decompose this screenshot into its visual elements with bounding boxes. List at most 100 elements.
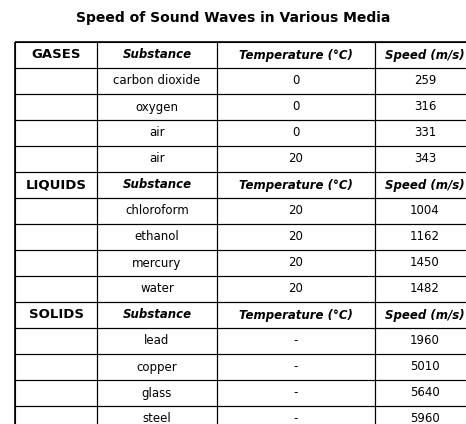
Bar (217, 276, 375, 302)
Bar (97, 302, 217, 328)
Bar (217, 250, 375, 276)
Bar (15, 120, 97, 146)
Text: Temperature (°C): Temperature (°C) (239, 179, 353, 192)
Text: Speed (m/s): Speed (m/s) (385, 309, 465, 321)
Bar (375, 146, 466, 172)
Text: 331: 331 (414, 126, 436, 139)
Bar (375, 406, 466, 424)
Bar (15, 94, 97, 120)
Bar (217, 146, 375, 172)
Text: -: - (294, 387, 298, 399)
Text: -: - (294, 360, 298, 374)
Text: LIQUIDS: LIQUIDS (26, 179, 87, 192)
Bar (217, 94, 375, 120)
Bar (375, 302, 466, 328)
Text: Speed (m/s): Speed (m/s) (385, 48, 465, 61)
Text: carbon dioxide: carbon dioxide (113, 75, 201, 87)
Bar (97, 120, 217, 146)
Bar (97, 42, 217, 68)
Text: 1960: 1960 (410, 335, 440, 348)
Bar (375, 276, 466, 302)
Bar (375, 120, 466, 146)
Bar (375, 42, 466, 68)
Bar (375, 94, 466, 120)
Bar (97, 380, 217, 406)
Bar (217, 302, 375, 328)
Text: lead: lead (144, 335, 170, 348)
Bar (375, 224, 466, 250)
Text: steel: steel (143, 413, 171, 424)
Bar (217, 328, 375, 354)
Text: Substance: Substance (123, 179, 192, 192)
Bar (217, 120, 375, 146)
Bar (217, 380, 375, 406)
Text: air: air (149, 153, 165, 165)
Bar (375, 198, 466, 224)
Text: SOLIDS: SOLIDS (28, 309, 83, 321)
Text: 0: 0 (292, 75, 300, 87)
Bar (217, 406, 375, 424)
Text: copper: copper (137, 360, 178, 374)
Bar (15, 250, 97, 276)
Text: -: - (294, 335, 298, 348)
Bar (15, 380, 97, 406)
Bar (15, 276, 97, 302)
Bar (15, 302, 97, 328)
Bar (15, 406, 97, 424)
Bar (15, 146, 97, 172)
Text: 20: 20 (288, 282, 303, 296)
Bar (217, 198, 375, 224)
Bar (375, 328, 466, 354)
Bar (97, 146, 217, 172)
Text: 20: 20 (288, 153, 303, 165)
Bar (97, 172, 217, 198)
Bar (97, 94, 217, 120)
Bar (97, 328, 217, 354)
Bar (97, 250, 217, 276)
Bar (15, 172, 97, 198)
Bar (375, 172, 466, 198)
Bar (15, 354, 97, 380)
Bar (217, 224, 375, 250)
Text: 20: 20 (288, 257, 303, 270)
Text: 343: 343 (414, 153, 436, 165)
Text: glass: glass (142, 387, 172, 399)
Bar (15, 224, 97, 250)
Text: 20: 20 (288, 204, 303, 218)
Text: ethanol: ethanol (135, 231, 179, 243)
Bar (217, 42, 375, 68)
Text: 1004: 1004 (410, 204, 440, 218)
Bar (217, 172, 375, 198)
Bar (15, 68, 97, 94)
Text: chloroform: chloroform (125, 204, 189, 218)
Bar (375, 68, 466, 94)
Bar (97, 68, 217, 94)
Text: air: air (149, 126, 165, 139)
Text: 1482: 1482 (410, 282, 440, 296)
Text: Substance: Substance (123, 309, 192, 321)
Text: 5960: 5960 (410, 413, 440, 424)
Text: GASES: GASES (31, 48, 81, 61)
Bar (375, 250, 466, 276)
Text: Temperature (°C): Temperature (°C) (239, 309, 353, 321)
Bar (15, 198, 97, 224)
Bar (97, 198, 217, 224)
Bar (217, 354, 375, 380)
Text: mercury: mercury (132, 257, 182, 270)
Bar (97, 224, 217, 250)
Text: Speed of Sound Waves in Various Media: Speed of Sound Waves in Various Media (76, 11, 390, 25)
Text: 20: 20 (288, 231, 303, 243)
Text: oxygen: oxygen (136, 100, 178, 114)
Text: 316: 316 (414, 100, 436, 114)
Bar (97, 276, 217, 302)
Text: -: - (294, 413, 298, 424)
Text: Speed (m/s): Speed (m/s) (385, 179, 465, 192)
Text: water: water (140, 282, 174, 296)
Bar (375, 354, 466, 380)
Text: Substance: Substance (123, 48, 192, 61)
Text: Temperature (°C): Temperature (°C) (239, 48, 353, 61)
Bar (97, 406, 217, 424)
Bar (15, 328, 97, 354)
Text: 1162: 1162 (410, 231, 440, 243)
Text: 0: 0 (292, 100, 300, 114)
